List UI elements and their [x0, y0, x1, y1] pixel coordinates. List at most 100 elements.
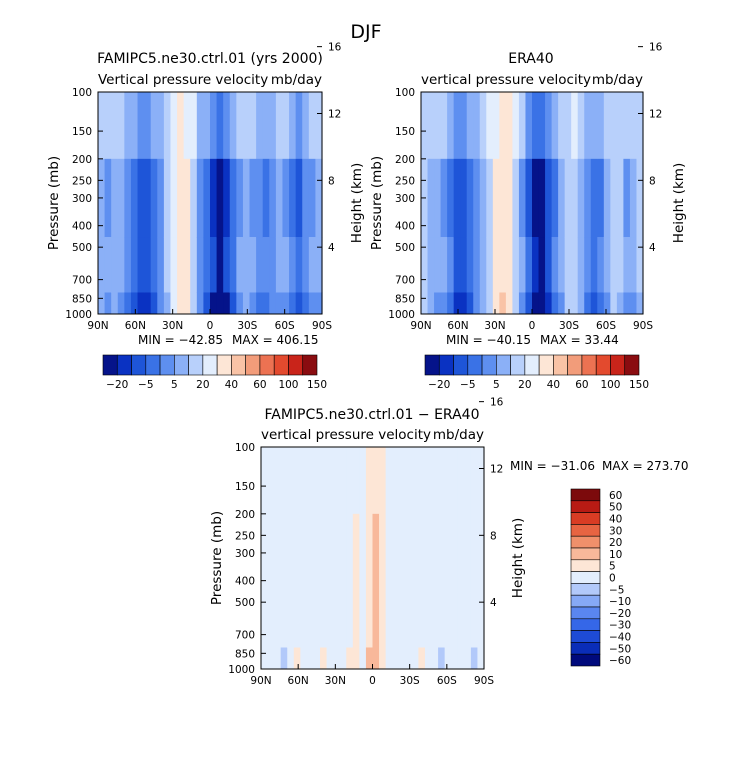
field-cell	[229, 158, 237, 238]
field-cell	[313, 592, 321, 648]
panel-model-min-label: MIN = −42.85	[138, 333, 223, 347]
field-cell	[157, 237, 165, 293]
field-cell	[532, 92, 540, 160]
field-cell	[315, 92, 323, 160]
field-cell	[424, 592, 433, 648]
field-cell	[438, 647, 446, 670]
colorbar-swatch	[288, 354, 304, 376]
field-cell	[379, 447, 387, 515]
colorbar-swatch	[202, 354, 218, 376]
field-cell	[418, 647, 426, 670]
field-cell	[505, 292, 514, 315]
colorbar-swatch	[553, 354, 568, 376]
field-cell	[150, 158, 158, 238]
y-tick-label: 500	[72, 242, 92, 254]
field-cell	[249, 158, 257, 238]
field-cell	[124, 292, 132, 315]
field-cell	[486, 92, 494, 160]
field-cell	[545, 292, 553, 315]
x-tick-label: 30S	[237, 320, 257, 332]
field-cell	[525, 292, 533, 315]
field-cell	[564, 292, 572, 315]
field-cell	[293, 513, 301, 593]
panel-difference-max-label: MAX = 273.70	[602, 459, 688, 473]
field-cell	[379, 513, 387, 593]
panel-era40-max-label: MAX = 33.44	[540, 333, 619, 347]
panel-difference-min-label: MIN = −31.06	[510, 459, 595, 473]
field-cell	[473, 92, 481, 160]
field-cell	[223, 158, 231, 238]
field-cell	[275, 237, 284, 293]
field-cell	[372, 592, 380, 648]
colorbar-swatch	[231, 354, 246, 376]
field-cell	[111, 292, 119, 315]
field-cell	[584, 158, 592, 238]
field-cell	[538, 237, 546, 293]
field-cell	[300, 647, 308, 670]
field-cell	[302, 292, 310, 315]
field-cell	[326, 592, 334, 648]
y-tick-label: 100	[395, 87, 415, 99]
field-cell	[177, 92, 185, 160]
field-cell	[333, 647, 341, 670]
field-cell	[216, 237, 224, 293]
field-cell	[392, 513, 400, 593]
field-cell	[447, 92, 455, 160]
x-tick-label: 0	[529, 320, 536, 332]
y2-tick-label: 4	[649, 242, 656, 254]
colorbar-swatch	[624, 354, 640, 376]
x-tick-label: 90N	[250, 675, 271, 687]
y-tick-label: 250	[395, 175, 415, 187]
field-cell	[242, 158, 251, 238]
field-cell	[623, 237, 631, 293]
field-cell	[117, 237, 125, 293]
field-cell	[130, 92, 139, 160]
field-cell	[571, 237, 579, 293]
colorbar-swatch	[453, 354, 469, 376]
y2-tick-label: 4	[328, 242, 335, 254]
panel-era40-title: ERA40	[508, 51, 553, 67]
field-cell	[372, 647, 380, 670]
x-tick-label: 30N	[484, 320, 505, 332]
field-cell	[262, 92, 270, 160]
colorbar-swatch	[481, 354, 497, 376]
field-cell	[610, 292, 618, 315]
field-cell	[313, 447, 321, 515]
field-cell	[603, 92, 611, 160]
field-cell	[434, 92, 442, 160]
field-cell	[177, 237, 185, 293]
field-cell	[486, 158, 494, 238]
field-cell	[326, 647, 334, 670]
field-cell	[262, 158, 270, 238]
field-cell	[359, 513, 367, 593]
field-cell	[269, 237, 277, 293]
field-cell	[538, 158, 546, 238]
field-cell	[558, 158, 566, 238]
field-cell	[302, 158, 310, 238]
field-cell	[261, 592, 269, 648]
field-cell	[444, 592, 452, 648]
field-cell	[577, 92, 585, 160]
field-cell	[440, 92, 448, 160]
field-cell	[623, 292, 631, 315]
field-cell	[479, 237, 487, 293]
panel-era40-plot: 100 150 200 250 300 400 500 700 850 1000 16 12 8 4 90N…	[388, 42, 662, 332]
field-cell	[144, 237, 152, 293]
y-tick-label: 200	[235, 509, 255, 521]
field-cell	[385, 447, 393, 515]
field-cell	[427, 92, 435, 160]
field-cell	[315, 158, 323, 238]
y-tick-label: 850	[235, 648, 255, 660]
colorbar-label: −5	[460, 379, 475, 391]
field-cell	[532, 158, 540, 238]
field-cell	[313, 513, 321, 593]
field-cell	[499, 292, 507, 315]
field-cell	[447, 158, 455, 238]
field-cell	[551, 292, 559, 315]
field-cell	[293, 447, 301, 515]
field-cell	[431, 447, 439, 515]
panel-difference: FAMIPC5.ne30.ctrl.01 − ERA40 vertical pr…	[209, 397, 688, 687]
field-cell	[505, 158, 514, 238]
field-cell	[571, 92, 579, 160]
colorbar-swatch	[570, 488, 601, 502]
